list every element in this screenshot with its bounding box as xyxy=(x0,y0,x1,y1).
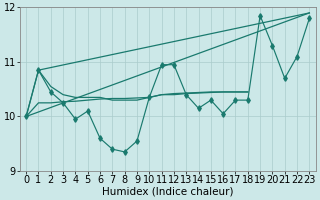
X-axis label: Humidex (Indice chaleur): Humidex (Indice chaleur) xyxy=(102,187,234,197)
